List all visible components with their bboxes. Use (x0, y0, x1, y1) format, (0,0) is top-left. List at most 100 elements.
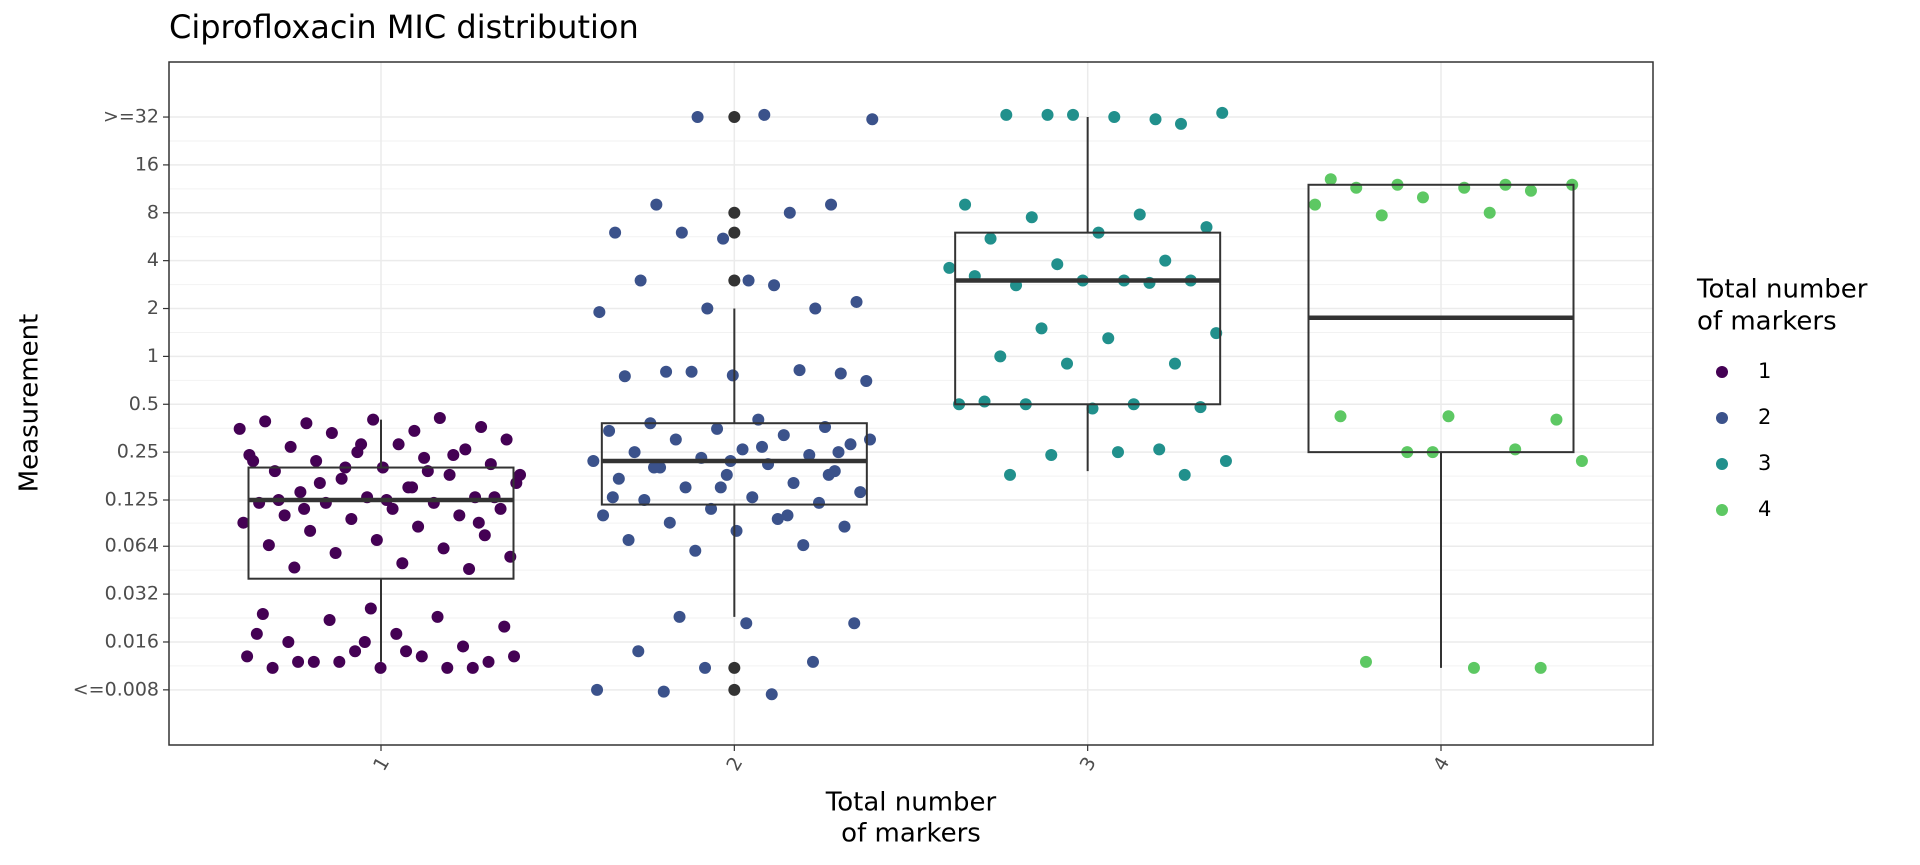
data-point (679, 481, 692, 494)
data-point (866, 113, 879, 126)
x-tick-label: 4 (1429, 753, 1454, 774)
data-point (603, 424, 616, 437)
data-point (459, 443, 472, 456)
data-point (701, 302, 714, 315)
data-point (832, 446, 845, 459)
data-point (838, 520, 851, 533)
data-point (259, 415, 272, 428)
data-point (325, 426, 338, 439)
data-point (787, 476, 800, 489)
data-point (777, 429, 790, 442)
data-point (699, 661, 712, 674)
data-point (1025, 211, 1038, 224)
data-point (797, 539, 810, 552)
legend-key (1716, 366, 1728, 378)
y-tick-label: 2 (147, 297, 159, 319)
data-point (806, 655, 819, 668)
data-point (447, 448, 460, 461)
data-point (1111, 446, 1124, 459)
data-point (1051, 258, 1064, 271)
data-point (463, 563, 476, 576)
data-point (1061, 357, 1074, 370)
data-point (717, 232, 730, 245)
data-point (650, 198, 663, 211)
data-point (345, 512, 358, 525)
data-point (1524, 184, 1537, 197)
chart-title: Ciprofloxacin MIC distribution (169, 8, 639, 46)
y-tick-label: 16 (135, 153, 159, 175)
data-point (333, 655, 346, 668)
data-point (648, 461, 661, 474)
legend-label: 3 (1758, 451, 1771, 475)
data-point (675, 226, 688, 239)
legend-key (1716, 412, 1728, 424)
data-point (457, 640, 470, 653)
data-point (736, 443, 749, 456)
box (600, 422, 868, 506)
panel-border (168, 61, 1654, 746)
data-point (418, 451, 431, 464)
data-point (771, 512, 784, 525)
data-point (673, 610, 686, 623)
data-point (400, 645, 413, 658)
data-point (307, 655, 320, 668)
data-point (364, 602, 377, 615)
data-point (298, 502, 311, 515)
data-point (478, 529, 491, 542)
data-point (256, 607, 269, 620)
data-point (1004, 468, 1017, 481)
data-point (237, 516, 250, 529)
data-point (593, 306, 606, 319)
data-point (844, 438, 857, 451)
data-point (612, 472, 625, 485)
data-point (591, 683, 604, 696)
data-point (1174, 117, 1187, 130)
data-point (498, 620, 511, 633)
y-axis-title: Measurement (15, 314, 45, 493)
data-point (813, 496, 826, 509)
data-point (1067, 108, 1080, 121)
data-point (1467, 661, 1480, 674)
data-point (472, 516, 485, 529)
data-point (1041, 108, 1054, 121)
data-point (825, 198, 838, 211)
data-point (742, 274, 755, 287)
y-tick-label: <=0.008 (73, 678, 159, 700)
legend-label: 4 (1758, 497, 1771, 521)
data-point (860, 375, 873, 388)
data-point (1159, 254, 1172, 267)
data-point (1194, 401, 1207, 414)
y-tick-label: 0.25 (117, 441, 159, 463)
data-point (1550, 413, 1563, 426)
data-point (1108, 111, 1121, 124)
data-point (1309, 198, 1322, 211)
data-point (262, 539, 275, 552)
x-axis-title: of markers (841, 819, 981, 849)
data-point (500, 433, 513, 446)
data-point (848, 617, 861, 630)
data-point (431, 610, 444, 623)
data-point (304, 524, 317, 537)
data-point (494, 502, 507, 515)
data-point (669, 433, 682, 446)
outlier (728, 661, 741, 674)
outlier (728, 206, 741, 219)
data-point (1200, 221, 1213, 234)
outlier (728, 274, 741, 287)
data-point (288, 561, 301, 574)
data-point (323, 613, 336, 626)
data-point (765, 688, 778, 701)
data-point (689, 544, 702, 557)
data-point (335, 472, 348, 485)
data-point (278, 509, 291, 522)
data-point (618, 370, 631, 383)
data-point (329, 547, 342, 560)
y-tick-label: >=32 (103, 106, 159, 128)
data-point (514, 468, 527, 481)
data-point (609, 226, 622, 239)
outlier (728, 111, 741, 124)
data-point (984, 232, 997, 245)
data-point (730, 524, 743, 537)
legend-title: Total number (1696, 275, 1868, 305)
data-point (1334, 410, 1347, 423)
